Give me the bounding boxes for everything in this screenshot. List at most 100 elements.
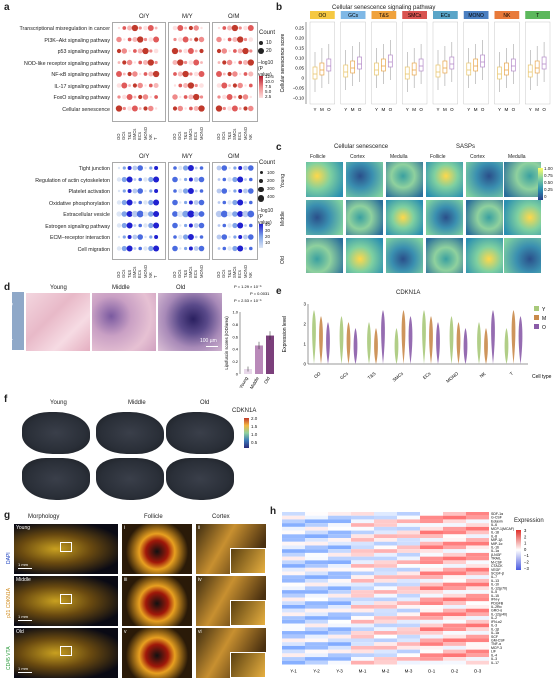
h-cell — [351, 631, 374, 635]
a-dot — [122, 166, 126, 170]
h-cell — [420, 590, 443, 594]
a-dot — [194, 166, 198, 170]
h-cell — [443, 608, 466, 613]
a-dot — [184, 223, 188, 228]
h-heatmap: SDF-1αG-CSFEotaxinIL-6MCP-1(MCAF)IL-18IL… — [282, 512, 529, 674]
h-cell — [305, 560, 328, 565]
h-cell — [443, 575, 466, 579]
b-xtick: M — [351, 107, 355, 112]
h-cell — [328, 627, 351, 632]
h-cell — [374, 657, 397, 661]
h-cell — [397, 634, 420, 639]
a-dot — [244, 247, 247, 250]
d-ytick: 0.2 — [232, 359, 238, 364]
d-scale-label: 100 µm — [200, 338, 217, 344]
g-follicle-image — [122, 576, 192, 626]
a-dot — [222, 26, 227, 30]
h-cell — [420, 601, 443, 605]
h-cell — [305, 534, 328, 539]
a-dot — [116, 36, 122, 43]
c-tile — [386, 162, 423, 197]
g-side-dapi: DAPI — [6, 552, 12, 564]
h-col-label: Y-1 — [290, 669, 297, 674]
h-cell — [397, 586, 420, 591]
h-cell — [397, 597, 420, 602]
a-dot — [248, 37, 254, 42]
h-cell — [351, 627, 374, 632]
h-cell — [282, 619, 305, 624]
h-cell — [282, 657, 305, 661]
h-cell — [466, 560, 489, 565]
b-xtick: O — [512, 107, 516, 112]
h-cell — [420, 605, 443, 609]
a-dot — [154, 189, 159, 193]
a-dot — [149, 95, 152, 99]
g-scale-bar — [18, 620, 32, 621]
h-cell — [420, 623, 443, 628]
h-col-label: O-2 — [451, 669, 459, 674]
h-cell — [282, 593, 305, 598]
h-cell — [420, 512, 443, 516]
h-cell — [466, 653, 489, 658]
b-box — [442, 60, 448, 74]
a-dot — [137, 36, 144, 43]
a-dot — [138, 107, 142, 110]
a-dot — [198, 199, 205, 206]
b-ytick: 0.10 — [295, 56, 304, 61]
a-dot — [116, 71, 122, 77]
g-follicle-image — [122, 628, 192, 678]
panel-letter-g: g — [4, 510, 11, 521]
h-cell — [397, 608, 420, 613]
a-dot — [239, 72, 242, 76]
a-dot — [221, 234, 228, 240]
g-morph-image — [14, 628, 118, 678]
h-row-label: IL-1α — [491, 549, 499, 553]
d-image-old — [158, 293, 222, 351]
h-row-label: Eotaxin — [491, 519, 503, 523]
h-cell — [328, 512, 351, 516]
g-cortex-inset — [230, 600, 266, 626]
b-xtick: M — [382, 107, 386, 112]
h-cell — [305, 634, 328, 639]
h-cell — [443, 541, 466, 546]
b-xtick: O — [358, 107, 362, 112]
h-cell — [305, 623, 328, 628]
d-ytick: 0 — [236, 372, 239, 377]
e-violin — [429, 316, 433, 364]
a-celltype-tick: ECs — [193, 270, 199, 278]
e-violin — [477, 322, 481, 364]
f-tissue-section — [22, 412, 90, 454]
h-cell — [420, 612, 443, 617]
h-cell — [282, 645, 305, 650]
a-dot — [179, 201, 182, 204]
h-cell — [397, 642, 420, 646]
a-dot — [242, 47, 249, 55]
e-xtick: SMCs — [392, 370, 405, 382]
h-cell — [443, 645, 466, 650]
a-dot — [132, 71, 138, 77]
a-dot — [217, 178, 221, 181]
c-tile — [426, 200, 463, 235]
g-scale-label: 1 mm — [18, 562, 28, 567]
a-dot — [232, 245, 238, 252]
g-header-morph: Morphology — [28, 514, 60, 520]
h-cell — [305, 552, 328, 557]
a-dot — [193, 246, 199, 251]
h-col-label: O-1 — [428, 669, 436, 674]
h-cell — [305, 616, 328, 620]
a-col-my-b: M/Y — [182, 154, 193, 160]
a-legend-p-title-b: −log10 (P value) — [258, 208, 274, 226]
h-cell — [328, 608, 351, 613]
a-dot — [228, 49, 231, 53]
h-cell — [282, 556, 305, 561]
a-dot — [248, 83, 253, 88]
a-dot — [249, 177, 253, 182]
a-dot — [238, 189, 243, 193]
h-cell — [282, 605, 305, 609]
a-dot — [238, 235, 243, 239]
h-cell — [328, 523, 351, 527]
h-cell — [282, 571, 305, 576]
d-xtick: Middle — [249, 376, 260, 390]
a-dot — [173, 235, 177, 239]
a-frame-my-b — [168, 162, 210, 260]
